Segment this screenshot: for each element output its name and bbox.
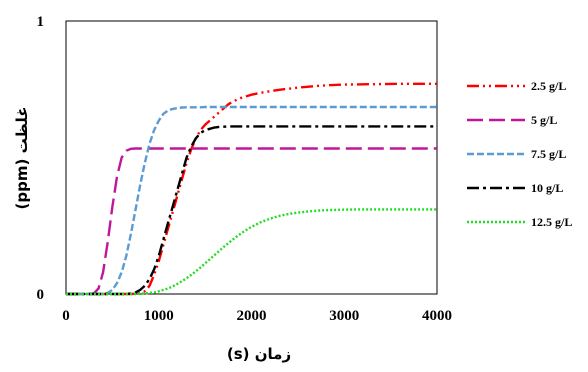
series-line-5-g-l <box>66 147 437 296</box>
series-line-7-5-g-l <box>66 105 437 296</box>
ticks-layer: 0 1000 2000 3000 4000 0 1 <box>37 14 453 324</box>
series-line-12-5-g-l <box>66 208 437 296</box>
legend-label-10-g-l: 10 g/L <box>531 181 563 195</box>
y-tick-label: 1 <box>37 14 45 30</box>
x-axis-title: زمان (s) <box>227 345 291 363</box>
legend-label-5-g-l: 5 g/L <box>531 113 557 127</box>
x-tick-label: 3000 <box>329 308 359 324</box>
x-tick-label: 0 <box>62 308 70 324</box>
legend: 2.5 g/L 5 g/L 7.5 g/L 10 g/L 12.5 g/L <box>467 79 572 229</box>
legend-label-2-5-g-l: 2.5 g/L <box>531 79 566 93</box>
x-tick-label: 2000 <box>237 308 267 324</box>
y-tick-label: 0 <box>37 287 45 303</box>
legend-label-7-5-g-l: 7.5 g/L <box>531 147 566 161</box>
x-tick-label: 1000 <box>144 308 174 324</box>
series-layer <box>66 82 437 296</box>
y-axis-title: غلظت (ppm) <box>13 107 31 210</box>
legend-label-12-5-g-l: 12.5 g/L <box>531 215 572 229</box>
x-tick-label: 4000 <box>422 308 452 324</box>
